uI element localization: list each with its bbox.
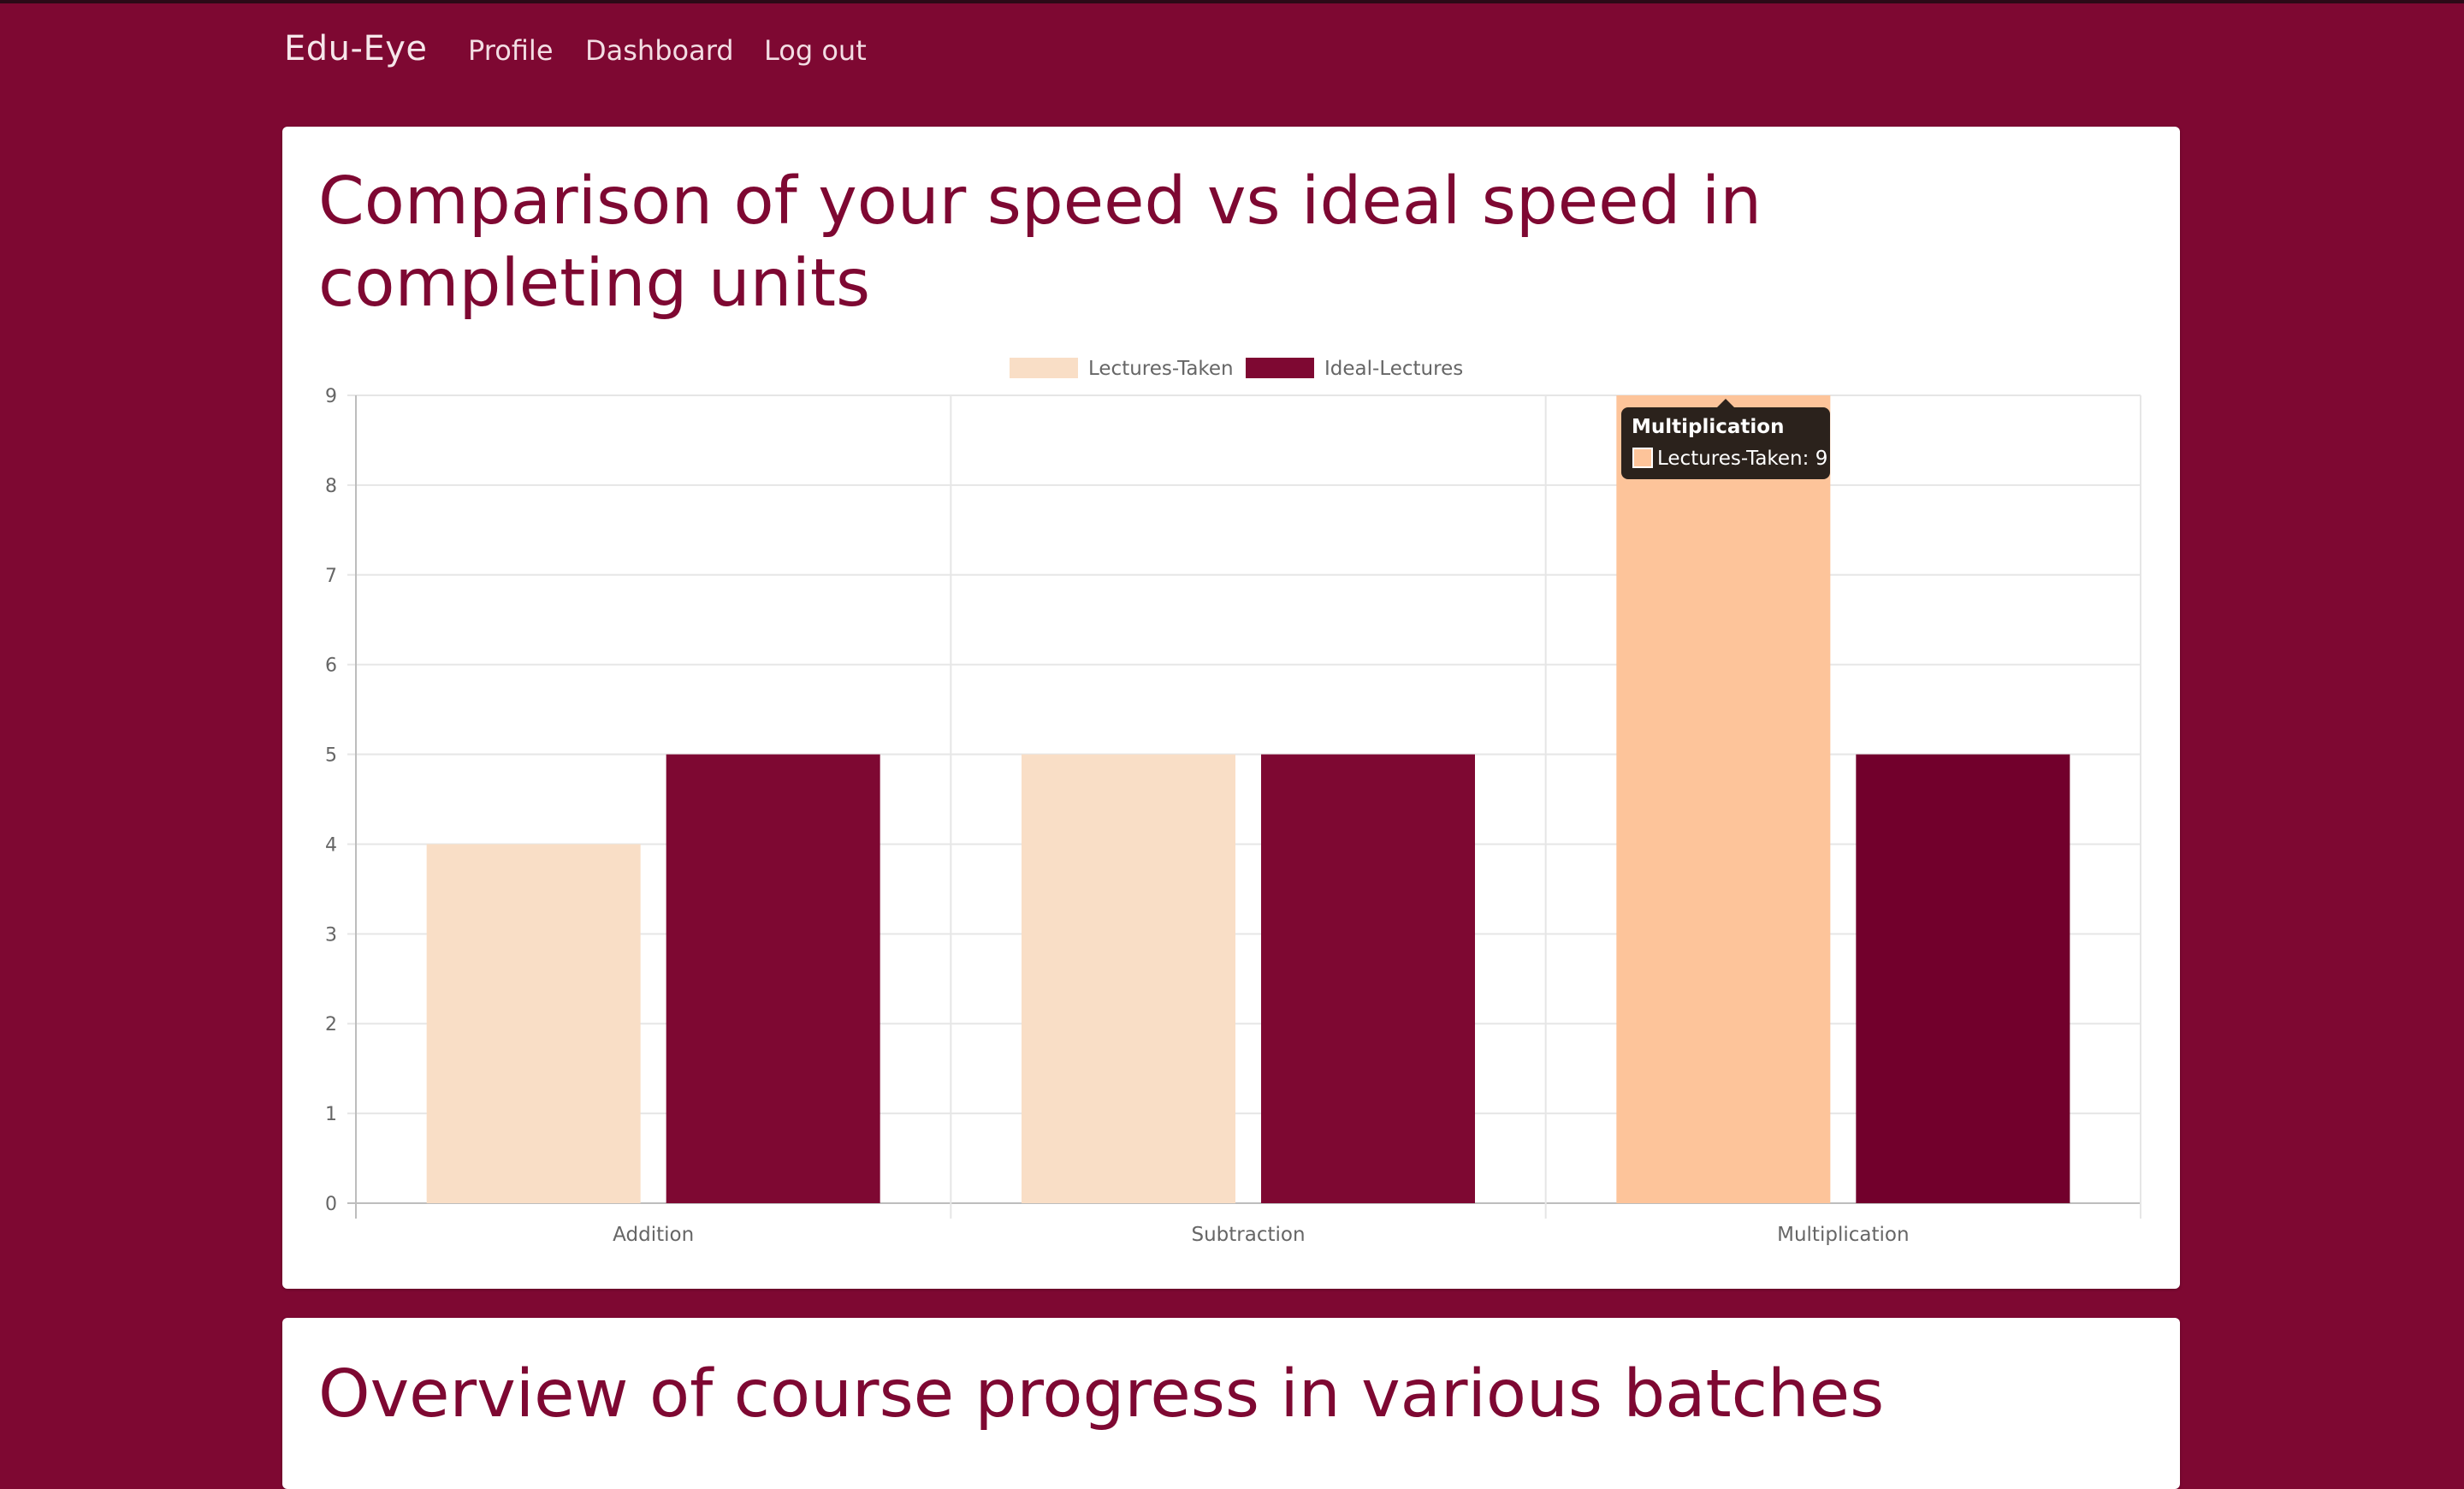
legend-label-ideal-lectures[interactable]: Ideal-Lectures (1324, 358, 1463, 380)
bar-lectures-taken-addition[interactable] (426, 844, 641, 1203)
speed-bar-chart[interactable]: 0 1 2 3 4 5 6 7 8 9 Addition Subtraction Multiplicat… (282, 127, 2180, 1289)
y-tick-label: 7 (325, 566, 337, 587)
speed-comparison-title-line2: completing units (318, 246, 871, 322)
course-overview-card: Overview of course progress in various b… (282, 1318, 2180, 1489)
bar-lectures-taken-multiplication[interactable] (1616, 395, 1831, 1203)
bar-lectures-taken-subtraction[interactable] (1022, 754, 1235, 1203)
speed-comparison-title: Comparison of your speed vs ideal speed … (318, 161, 1762, 325)
legend-swatch-lectures-taken[interactable] (1010, 358, 1078, 378)
x-tick-label: Multiplication (1777, 1224, 1909, 1246)
x-tick-label: Subtraction (1191, 1224, 1305, 1246)
nav-link-logout[interactable]: Log out (764, 34, 867, 67)
nav-link-dashboard[interactable]: Dashboard (585, 34, 734, 67)
brand-logo[interactable]: Edu-Eye (284, 29, 428, 68)
speed-comparison-title-line1: Comparison of your speed vs ideal speed … (318, 163, 1762, 240)
legend-label-lectures-taken[interactable]: Lectures-Taken (1088, 358, 1234, 380)
tooltip-label: Lectures-Taken: 9 (1657, 448, 1827, 470)
y-tick-label: 0 (325, 1194, 337, 1215)
course-overview-title: Overview of course progress in various b… (318, 1356, 1885, 1433)
y-tick-label: 1 (325, 1104, 337, 1125)
tooltip-title: Multiplication (1632, 416, 1784, 438)
speed-comparison-card: Comparison of your speed vs ideal speed … (282, 127, 2180, 1289)
window-top-border (0, 0, 2464, 3)
y-tick-label: 4 (325, 834, 337, 856)
y-tick-label: 5 (325, 745, 337, 767)
tooltip-box (1621, 407, 1830, 479)
y-tick-label: 2 (325, 1014, 337, 1035)
tooltip-swatch (1632, 448, 1653, 468)
navbar: Edu-Eye Profile Dashboard Log out (0, 3, 2464, 98)
bar-ideal-lectures-subtraction[interactable] (1261, 754, 1475, 1203)
nav-link-profile[interactable]: Profile (468, 34, 554, 67)
bar-ideal-lectures-multiplication[interactable] (1856, 754, 2070, 1203)
tooltip-caret (1717, 399, 1734, 407)
y-tick-label: 3 (325, 924, 337, 946)
bar-ideal-lectures-addition[interactable] (666, 754, 880, 1203)
speed-chart-container: 0 1 2 3 4 5 6 7 8 9 Addition Subtraction Multiplicat… (282, 127, 2180, 1289)
x-tick-label: Addition (613, 1224, 694, 1246)
y-tick-label: 9 (325, 386, 337, 407)
legend-swatch-ideal-lectures[interactable] (1246, 358, 1314, 378)
y-tick-label: 8 (325, 476, 337, 497)
y-tick-label: 6 (325, 656, 337, 677)
